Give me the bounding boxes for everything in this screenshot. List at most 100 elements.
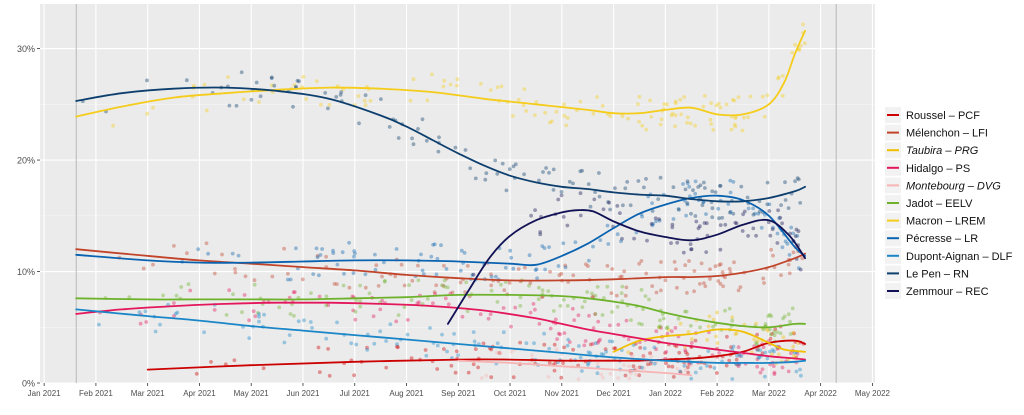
poll-point — [533, 268, 538, 272]
poll-point — [466, 370, 471, 375]
poll-point — [334, 95, 339, 99]
poll-point — [775, 330, 780, 335]
poll-point — [314, 79, 319, 83]
poll-point — [580, 369, 584, 373]
poll-point — [583, 339, 588, 343]
poll-point — [533, 307, 537, 312]
poll-point — [716, 206, 721, 211]
poll-point — [380, 298, 385, 303]
poll-point — [688, 362, 692, 366]
poll-point — [489, 375, 494, 380]
poll-point — [706, 324, 711, 329]
poll-point — [253, 314, 258, 319]
poll-point — [247, 318, 252, 323]
poll-point — [297, 79, 301, 84]
poll-point — [408, 98, 413, 103]
poll-point — [732, 122, 737, 127]
poll-point — [754, 342, 759, 347]
poll-point — [755, 364, 760, 369]
poll-point — [509, 324, 513, 329]
poll-point — [648, 361, 653, 366]
poll-point — [754, 233, 758, 238]
poll-point — [689, 376, 694, 381]
poll-point — [620, 284, 625, 289]
poll-point — [383, 278, 387, 283]
poll-point — [761, 276, 766, 281]
poll-point — [639, 259, 644, 263]
poll-point — [523, 265, 527, 270]
poll-point — [595, 95, 599, 99]
poll-point — [588, 342, 593, 347]
poll-point — [548, 269, 552, 274]
poll-point — [188, 288, 193, 293]
poll-point — [625, 180, 630, 184]
poll-point — [779, 273, 783, 277]
poll-point — [252, 282, 257, 287]
legend: Roussel – PCF Mélenchon – LFI Taubira – PR… — [884, 103, 1014, 303]
poll-point — [287, 333, 292, 337]
poll-point — [352, 249, 357, 253]
poll-point — [649, 115, 654, 119]
poll-point — [648, 351, 652, 355]
poll-point — [610, 267, 615, 271]
poll-point — [727, 306, 732, 311]
poll-point — [233, 267, 237, 271]
poll-point — [629, 351, 634, 356]
poll-point — [288, 277, 293, 282]
poll-point — [559, 190, 564, 194]
plot-panel — [40, 4, 875, 383]
poll-point — [442, 347, 446, 351]
poll-point — [247, 336, 252, 340]
poll-point — [801, 22, 805, 27]
poll-point — [421, 272, 426, 277]
poll-point — [269, 83, 274, 88]
poll-point — [161, 293, 166, 298]
poll-point — [675, 366, 680, 371]
poll-point — [97, 322, 101, 327]
poll-point — [326, 347, 330, 351]
poll-point — [535, 276, 539, 281]
poll-point — [595, 285, 600, 289]
poll-point — [551, 309, 556, 313]
poll-point — [725, 334, 729, 339]
x-tick-label: Feb 2022 — [700, 389, 734, 398]
poll-point — [331, 248, 335, 253]
poll-point — [683, 309, 687, 314]
poll-point — [473, 176, 478, 181]
poll-point — [358, 283, 362, 288]
poll-point — [376, 284, 381, 288]
poll-point — [431, 301, 435, 306]
poll-point — [459, 248, 464, 253]
poll-point — [669, 241, 673, 246]
trend-line-3 — [75, 301, 806, 361]
poll-point — [445, 349, 449, 354]
poll-point — [608, 371, 613, 376]
x-tick-label: Dec 2021 — [596, 389, 631, 398]
poll-point — [286, 271, 290, 276]
poll-point — [678, 370, 683, 374]
poll-point — [606, 242, 611, 246]
poll-point — [352, 373, 356, 378]
poll-point — [770, 348, 775, 352]
y-tick-label: 0% — [22, 379, 35, 389]
poll-point — [797, 47, 802, 52]
poll-point — [615, 232, 620, 237]
poll-point — [340, 250, 345, 255]
poll-point — [356, 94, 361, 98]
poll-point — [551, 188, 556, 192]
poll-point — [548, 326, 553, 331]
poll-point — [558, 304, 563, 308]
poll-point — [604, 349, 609, 354]
poll-point — [637, 94, 642, 99]
poll-point — [365, 348, 370, 352]
poll-point — [756, 355, 761, 360]
poll-point — [591, 326, 596, 331]
poll-point — [587, 313, 591, 318]
legend-label-4: Montebourg – DVG — [906, 180, 1001, 192]
poll-point — [765, 356, 770, 361]
poll-point — [667, 328, 671, 332]
poll-point — [591, 244, 595, 249]
poll-point — [547, 170, 551, 175]
poll-point — [765, 93, 770, 98]
poll-point — [705, 363, 709, 368]
